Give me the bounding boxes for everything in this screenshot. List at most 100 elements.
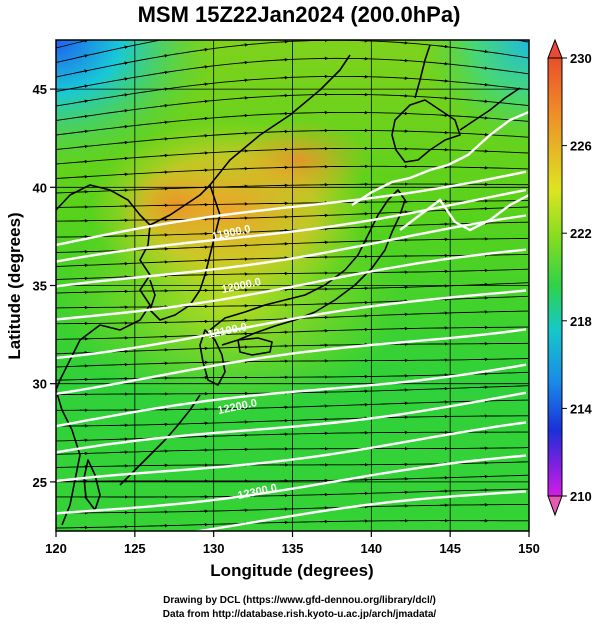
streamline-arrow [479, 99, 489, 104]
height-contour [399, 193, 529, 232]
streamline-arrow [199, 133, 209, 138]
streamline-arrow [200, 32, 208, 33]
cold-corner-nw [56, 40, 216, 170]
height-contour [351, 110, 529, 207]
streamline [56, 57, 529, 92]
streamline [56, 129, 529, 150]
streamline-arrow [159, 87, 169, 91]
height-contour [56, 363, 527, 428]
streamline-arrow [119, 45, 129, 49]
streamline-arrow [159, 70, 169, 75]
streamline-arrow [159, 103, 169, 108]
streamline [56, 504, 528, 514]
streamline [56, 371, 529, 381]
streamline-arrow [79, 69, 89, 73]
x-tick-label: 140 [360, 541, 382, 556]
streamline-arrow [119, 77, 129, 81]
colorbar: 230 226 222 218 214 210 [547, 38, 592, 517]
streamline-arrow [79, 99, 89, 104]
streamline-arrow [159, 137, 169, 141]
streamline-arrow [79, 144, 89, 149]
colorbar-tick-label: 222 [570, 226, 592, 241]
height-contour [56, 214, 527, 288]
streamline-arrow [239, 60, 249, 65]
height-contour [56, 248, 527, 321]
cold-corner-ne [420, 40, 529, 150]
streamline-arrow [119, 109, 129, 113]
height-contour [56, 421, 527, 483]
streamline [56, 488, 529, 498]
colorbar-tick-label: 214 [570, 401, 592, 416]
warm-core [230, 120, 370, 200]
streamline [56, 431, 528, 442]
credit-data: Data from http://database.rish.kyoto-u.a… [162, 609, 437, 620]
streamline [56, 165, 529, 179]
colorbar-tick-label: 218 [570, 314, 592, 329]
coast-korea [149, 184, 221, 321]
streamline-arrow [480, 17, 488, 18]
streamline [56, 474, 529, 482]
streamline-arrow [399, 41, 409, 45]
streamline [56, 520, 528, 529]
colorbar-ticks: 230 226 222 218 214 210 [562, 51, 592, 504]
y-tick-label: 45 [33, 82, 47, 97]
x-tick-label: 120 [45, 541, 67, 556]
streamline-arrow [159, 54, 169, 58]
streamline-arrow [79, 54, 89, 58]
coast-sakhalin [414, 44, 431, 99]
streamline-arrow [120, 31, 128, 33]
figure-title: MSM 15Z22Jan2024 (200.0hPa) [138, 2, 461, 27]
streamline [56, 40, 529, 63]
streamline-arrow [79, 159, 89, 164]
colorbar-tick-label: 230 [570, 51, 592, 66]
y-tick-label: 30 [33, 377, 47, 392]
streamline [56, 399, 529, 411]
credit-drawing: Drawing by DCL (https://www.gfd-dennou.o… [163, 595, 436, 606]
y-tick-label: 35 [33, 279, 47, 294]
streamline-arrow [199, 65, 209, 69]
y-axis-ticks: 25 30 35 40 45 [33, 82, 56, 490]
streamline-arrow [439, 79, 449, 83]
x-axis-ticks: 120 125 130 135 140 145 150 [45, 531, 540, 556]
streamline-arrow [439, 61, 449, 66]
colorbar-body [547, 57, 563, 497]
x-tick-label: 135 [282, 541, 304, 556]
streamline [56, 93, 529, 121]
streamline-arrow [479, 66, 489, 70]
streamline-arrow [479, 82, 489, 87]
streamline [56, 447, 529, 455]
height-contours [56, 110, 529, 531]
streamline [56, 221, 529, 238]
streamline [56, 358, 529, 368]
height-contour [56, 170, 527, 247]
x-tick-label: 125 [124, 541, 146, 556]
streamline-arrow [79, 84, 89, 88]
streamline-arrow [480, 34, 488, 35]
height-contour [56, 328, 527, 395]
x-tick-label: 130 [203, 541, 225, 556]
streamline [56, 147, 529, 165]
height-contour [56, 391, 527, 454]
streamline-arrow [119, 93, 129, 97]
x-axis-title: Longitude (degrees) [210, 561, 373, 580]
coast-china-east [56, 389, 81, 526]
coast-kuril [459, 87, 521, 131]
coast-manchuria [209, 54, 351, 186]
streamline-arrow [479, 49, 489, 54]
streamline-arrow [239, 113, 249, 118]
streamline-arrow [159, 153, 169, 158]
y-tick-label: 40 [33, 180, 47, 195]
streamline [56, 282, 529, 294]
height-contour [56, 188, 527, 263]
streamline-arrow [119, 124, 129, 129]
streamline-arrow [159, 120, 169, 125]
y-axis-title: Latitude (degrees) [5, 212, 24, 359]
coast-hokkaido [391, 99, 461, 163]
streamline-arrow [79, 114, 89, 119]
y-tick-label: 25 [33, 475, 47, 490]
streamline [56, 183, 528, 194]
streamline-arrow [239, 43, 249, 47]
streamline-arrow [199, 82, 209, 86]
